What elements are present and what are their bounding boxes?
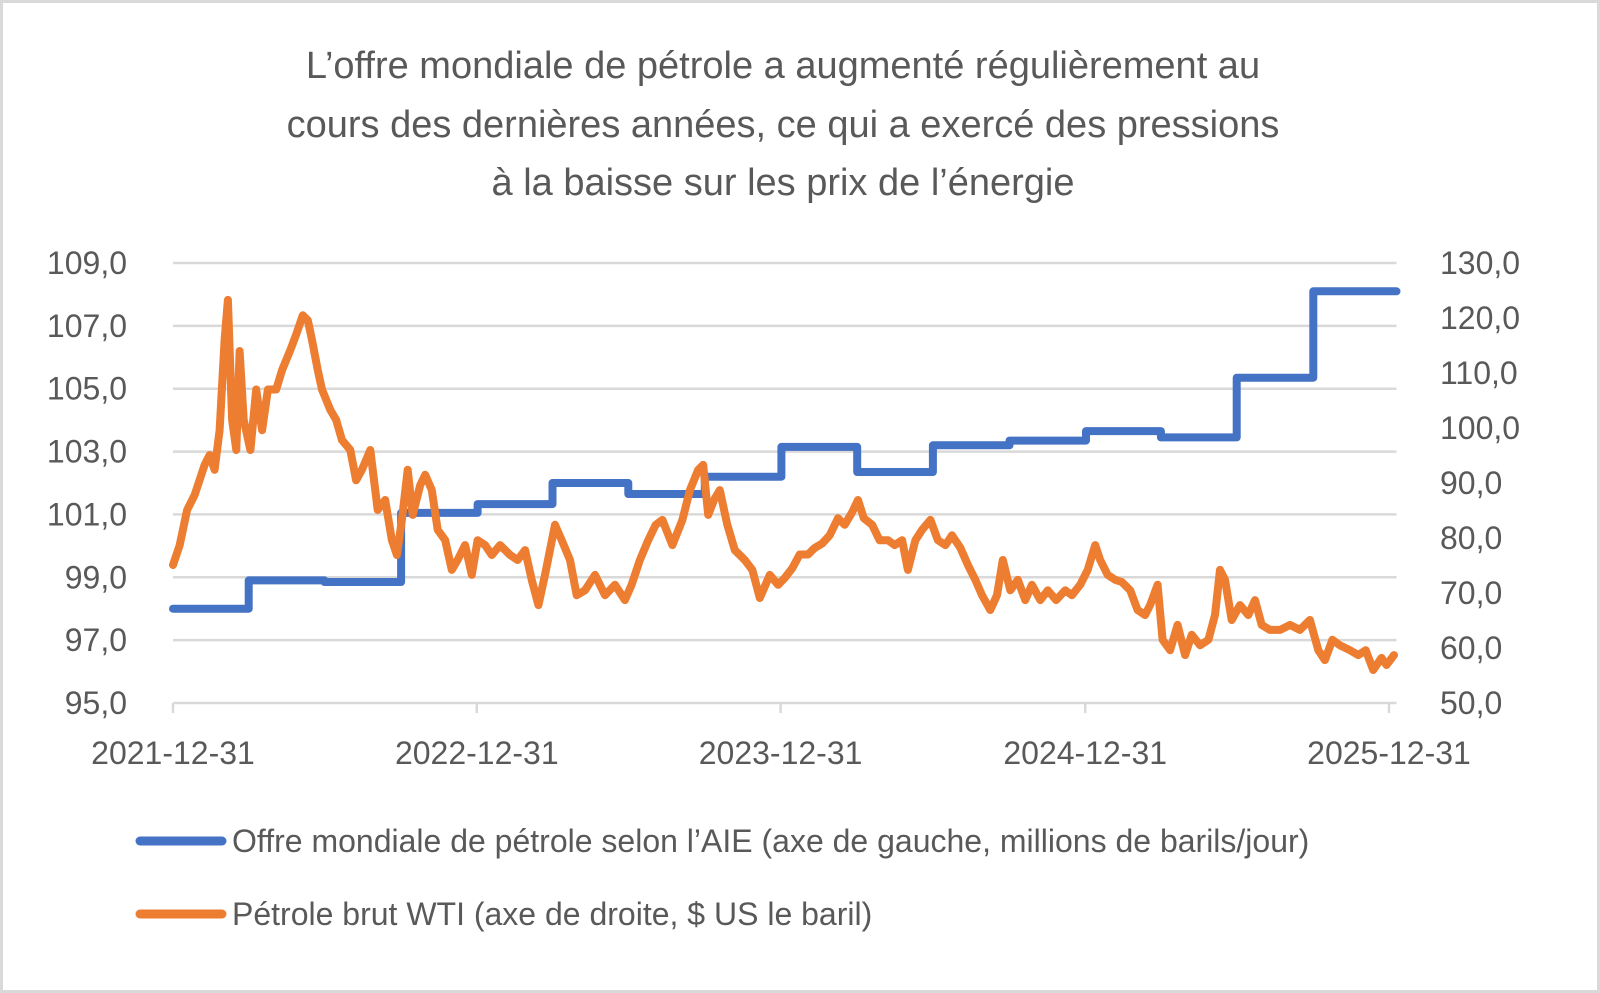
x-tick-label: 2023-12-31 bbox=[699, 735, 863, 771]
x-tick-label: 2025-12-31 bbox=[1307, 735, 1471, 771]
y-left-tick-label: 107,0 bbox=[47, 308, 127, 344]
series-line-supply bbox=[169, 287, 1401, 613]
x-axis: 2021-12-31 2022-12-31 2023-12-31 2024-12-31… bbox=[91, 703, 1471, 771]
x-tick-label: 2021-12-31 bbox=[91, 735, 255, 771]
y-right-tick-label: 120,0 bbox=[1440, 300, 1520, 336]
y-right-tick-label: 60,0 bbox=[1440, 630, 1502, 666]
series-layer bbox=[169, 287, 1401, 674]
series-line-wti bbox=[169, 295, 1398, 674]
x-tick-label: 2022-12-31 bbox=[395, 735, 559, 771]
y-right-tick-label: 50,0 bbox=[1440, 685, 1502, 721]
y-left-tick-label: 99,0 bbox=[65, 559, 127, 595]
x-tick-label: 2024-12-31 bbox=[1003, 735, 1167, 771]
y-right-tick-label: 70,0 bbox=[1440, 575, 1502, 611]
title-line-2: cours des dernières années, ce qui a exe… bbox=[287, 104, 1280, 146]
y-right-tick-label: 90,0 bbox=[1440, 465, 1502, 501]
y-axis-left: 95,0 97,0 99,0 101,0 103,0 105,0 107,0 109,0 bbox=[47, 245, 127, 721]
legend-item-wti[interactable]: Pétrole brut WTI (axe de droite, $ US le… bbox=[135, 896, 872, 932]
y-left-tick-label: 97,0 bbox=[65, 622, 127, 658]
legend-item-supply[interactable]: Offre mondiale de pétrole selon l’AIE (a… bbox=[135, 823, 1309, 859]
y-right-tick-label: 100,0 bbox=[1440, 410, 1520, 446]
legend: Offre mondiale de pétrole selon l’AIE (a… bbox=[135, 823, 1309, 932]
y-right-tick-label: 130,0 bbox=[1440, 245, 1520, 281]
y-left-tick-label: 101,0 bbox=[47, 496, 127, 532]
legend-label-supply: Offre mondiale de pétrole selon l’AIE (a… bbox=[232, 823, 1309, 859]
y-left-tick-label: 95,0 bbox=[65, 685, 127, 721]
title-line-1: L’offre mondiale de pétrole a augmenté r… bbox=[306, 45, 1260, 87]
y-right-tick-label: 110,0 bbox=[1440, 355, 1518, 391]
y-left-tick-label: 109,0 bbox=[47, 245, 127, 281]
title-line-3: à la baisse sur les prix de l’énergie bbox=[492, 162, 1075, 204]
y-axis-right: 50,0 60,0 70,0 80,0 90,0 100,0 110,0 120,0 130,0 bbox=[1440, 245, 1520, 721]
y-left-tick-label: 105,0 bbox=[47, 371, 127, 407]
legend-label-wti: Pétrole brut WTI (axe de droite, $ US le… bbox=[232, 896, 872, 932]
y-left-tick-label: 103,0 bbox=[47, 434, 127, 470]
chart-title: L’offre mondiale de pétrole a augmenté r… bbox=[287, 45, 1280, 204]
y-right-tick-label: 80,0 bbox=[1440, 520, 1502, 556]
